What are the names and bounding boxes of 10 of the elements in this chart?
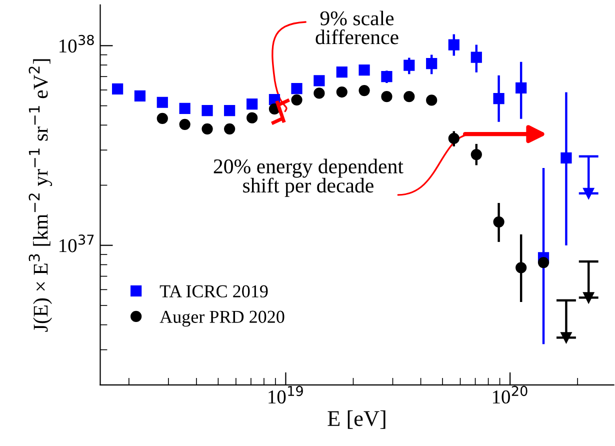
annotation: 9% scale difference bbox=[316, 10, 398, 44]
annotation: 20% energy dependent shift per decade bbox=[214, 158, 404, 197]
y-tick-label: 10$^{38}$ bbox=[60, 34, 94, 53]
x-tick-label: 10$^{20}$ bbox=[492, 386, 528, 404]
x-tick-label: 10$^{19}$ bbox=[268, 386, 303, 404]
text: J(E) × E$^{3}$ [km$^{−2}$ yr$^{−1}$ sr$^{−1}$ eV$^{2}$] bbox=[28, 59, 52, 332]
x-axis-title: E [eV] bbox=[328, 410, 386, 429]
legend-label: TA ICRC 2019 bbox=[160, 285, 268, 298]
legend-label: Auger PRD 2020 bbox=[160, 310, 284, 327]
y-tick-label: 10$^{37}$ bbox=[60, 234, 94, 252]
